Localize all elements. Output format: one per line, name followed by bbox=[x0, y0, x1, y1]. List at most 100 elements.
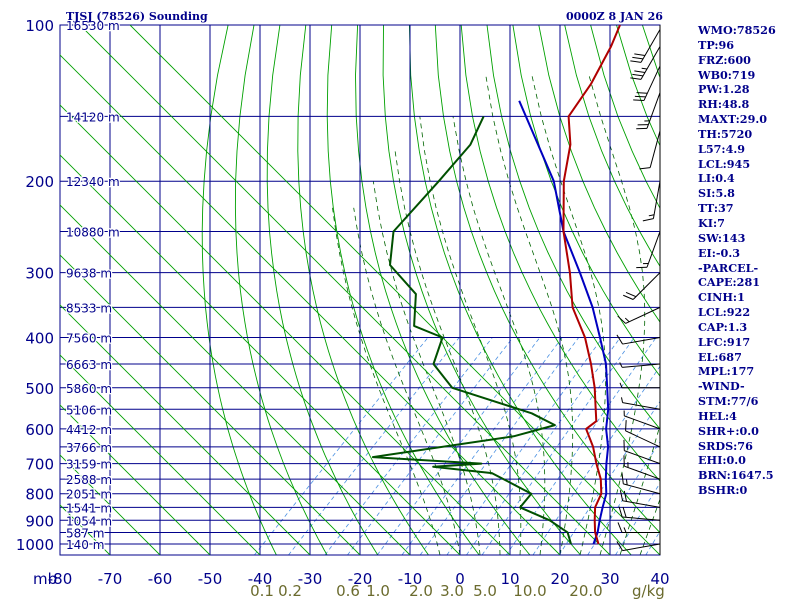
index-item: EI:-0.3 bbox=[698, 245, 740, 260]
wind-barb bbox=[623, 455, 661, 480]
wind-barb-flag bbox=[623, 490, 628, 502]
mixing-ratio-line bbox=[615, 482, 660, 555]
isotherm bbox=[60, 454, 161, 555]
dry-adiabat bbox=[434, 25, 660, 534]
wind-barb-flag bbox=[632, 56, 644, 60]
wind-barb bbox=[619, 490, 661, 508]
pressure-tick-label: 400 bbox=[25, 329, 54, 347]
index-item: TT:37 bbox=[698, 201, 734, 216]
parcel-trace bbox=[518, 100, 610, 545]
mixing-ratio-label: 3.0 bbox=[440, 582, 464, 600]
wind-barb-half-flag bbox=[620, 397, 624, 403]
profiles bbox=[371, 25, 621, 545]
wind-barb-staff bbox=[622, 363, 661, 368]
dry-adiabat bbox=[460, 25, 660, 482]
height-label: 7560 m bbox=[66, 331, 112, 345]
wind-barb-staff bbox=[649, 130, 661, 168]
index-item: LCL:922 bbox=[698, 305, 751, 320]
wind-barb bbox=[617, 306, 661, 324]
moist-adiabat bbox=[394, 151, 501, 555]
wind-barb bbox=[616, 541, 661, 552]
pressure-tick-label: 800 bbox=[25, 486, 54, 504]
dry-adiabat bbox=[234, 25, 328, 555]
mixing-ratio-line bbox=[446, 337, 604, 555]
wind-barb-staff bbox=[624, 415, 661, 430]
moist-adiabat bbox=[353, 207, 461, 555]
height-label: 2588 m bbox=[66, 473, 112, 487]
temperature-tick-label: -10 bbox=[398, 570, 423, 588]
isotherm bbox=[60, 204, 411, 555]
wind-barb-staff bbox=[622, 336, 661, 345]
wind-barb-staff bbox=[622, 516, 661, 521]
index-item: LI:0.4 bbox=[698, 171, 735, 186]
height-label: 2051 m bbox=[66, 488, 112, 502]
index-item: L57:4.9 bbox=[698, 141, 746, 156]
height-label: 8533 m bbox=[66, 301, 112, 315]
wind-barb-half-flag bbox=[626, 479, 628, 485]
index-item: -WIND- bbox=[698, 379, 745, 394]
wind-barb-staff bbox=[625, 430, 661, 448]
height-label: 16530 m bbox=[66, 19, 120, 33]
index-item: KI:7 bbox=[698, 215, 725, 230]
moist-adiabat bbox=[531, 75, 607, 555]
index-item: WMO:78526 bbox=[698, 23, 776, 37]
wind-barb-flag bbox=[625, 420, 627, 431]
wind-barb-staff bbox=[624, 465, 661, 480]
mixing-ratio-label: 2.0 bbox=[409, 582, 433, 600]
dry-adiabat bbox=[201, 25, 277, 555]
temperature-tick-label: 10 bbox=[500, 570, 519, 588]
moist-adiabat bbox=[619, 75, 660, 555]
height-label: 1541 m bbox=[66, 501, 112, 515]
mixing-ratio-label: 1.0 bbox=[366, 582, 390, 600]
wind-barb-staff bbox=[622, 402, 661, 410]
wind-barb-half-flag bbox=[624, 317, 630, 323]
wind-barb bbox=[620, 397, 661, 410]
height-label: 5106 m bbox=[66, 403, 112, 417]
wind-barb-flag bbox=[634, 53, 646, 56]
mixing-ratio-line bbox=[347, 337, 514, 555]
index-item: CINH:1 bbox=[698, 290, 745, 305]
pressure-tick-label: 700 bbox=[25, 456, 54, 474]
wind-barb bbox=[633, 65, 661, 102]
isotherm bbox=[60, 104, 511, 555]
grid-lines bbox=[59, 24, 661, 556]
index-item: BSHR:0 bbox=[698, 483, 748, 498]
isotherm bbox=[60, 54, 561, 555]
pressure-tick-label: 200 bbox=[25, 173, 54, 191]
wind-barb-staff bbox=[622, 543, 661, 552]
wind-barb bbox=[630, 46, 661, 80]
wind-barb-flag bbox=[616, 541, 624, 551]
index-item: SW:143 bbox=[698, 230, 746, 245]
mixing-ratio-label: 0.6 bbox=[336, 582, 360, 600]
height-label: 5860 m bbox=[66, 382, 112, 396]
wind-barb-staff bbox=[640, 29, 661, 63]
temperature-tick-label: 20 bbox=[550, 570, 569, 588]
height-label: 4412 m bbox=[66, 423, 112, 437]
dry-adiabat bbox=[564, 25, 660, 268]
wind-barb-flag bbox=[636, 92, 648, 94]
isotherm bbox=[60, 304, 311, 555]
mixing-ratio-line bbox=[466, 337, 621, 555]
temperature-tick-label: 40 bbox=[650, 570, 669, 588]
stability-indices: WMO:78526 TP:96 FRZ:600 WB0:719 PW:1.28 RH:48… bbox=[698, 23, 776, 498]
wind-barb bbox=[619, 362, 661, 368]
mixing-ratio-lines bbox=[254, 337, 660, 555]
dry-adiabat bbox=[266, 25, 379, 555]
index-item: TP:96 bbox=[698, 37, 735, 52]
temperature-trace bbox=[562, 25, 621, 545]
isotherm bbox=[60, 254, 361, 555]
height-label: 12340 m bbox=[66, 175, 120, 189]
index-item: STM:77/6 bbox=[698, 394, 759, 409]
wind-barb bbox=[616, 334, 661, 345]
mixing-ratio-line bbox=[481, 337, 635, 555]
height-label: 6663 m bbox=[66, 358, 112, 372]
temperature-tick-label: 0 bbox=[455, 570, 465, 588]
mixing-ratio-label: 5.0 bbox=[473, 582, 497, 600]
index-item: HEL:4 bbox=[698, 408, 737, 423]
dry-adiabat bbox=[486, 25, 660, 430]
index-item: SHR+:0.0 bbox=[698, 423, 759, 438]
height-label: 9638 m bbox=[66, 267, 112, 281]
mixing-ratio-line bbox=[532, 365, 660, 555]
wind-barb-half-flag bbox=[619, 362, 623, 368]
wind-barb-flag bbox=[633, 99, 644, 102]
